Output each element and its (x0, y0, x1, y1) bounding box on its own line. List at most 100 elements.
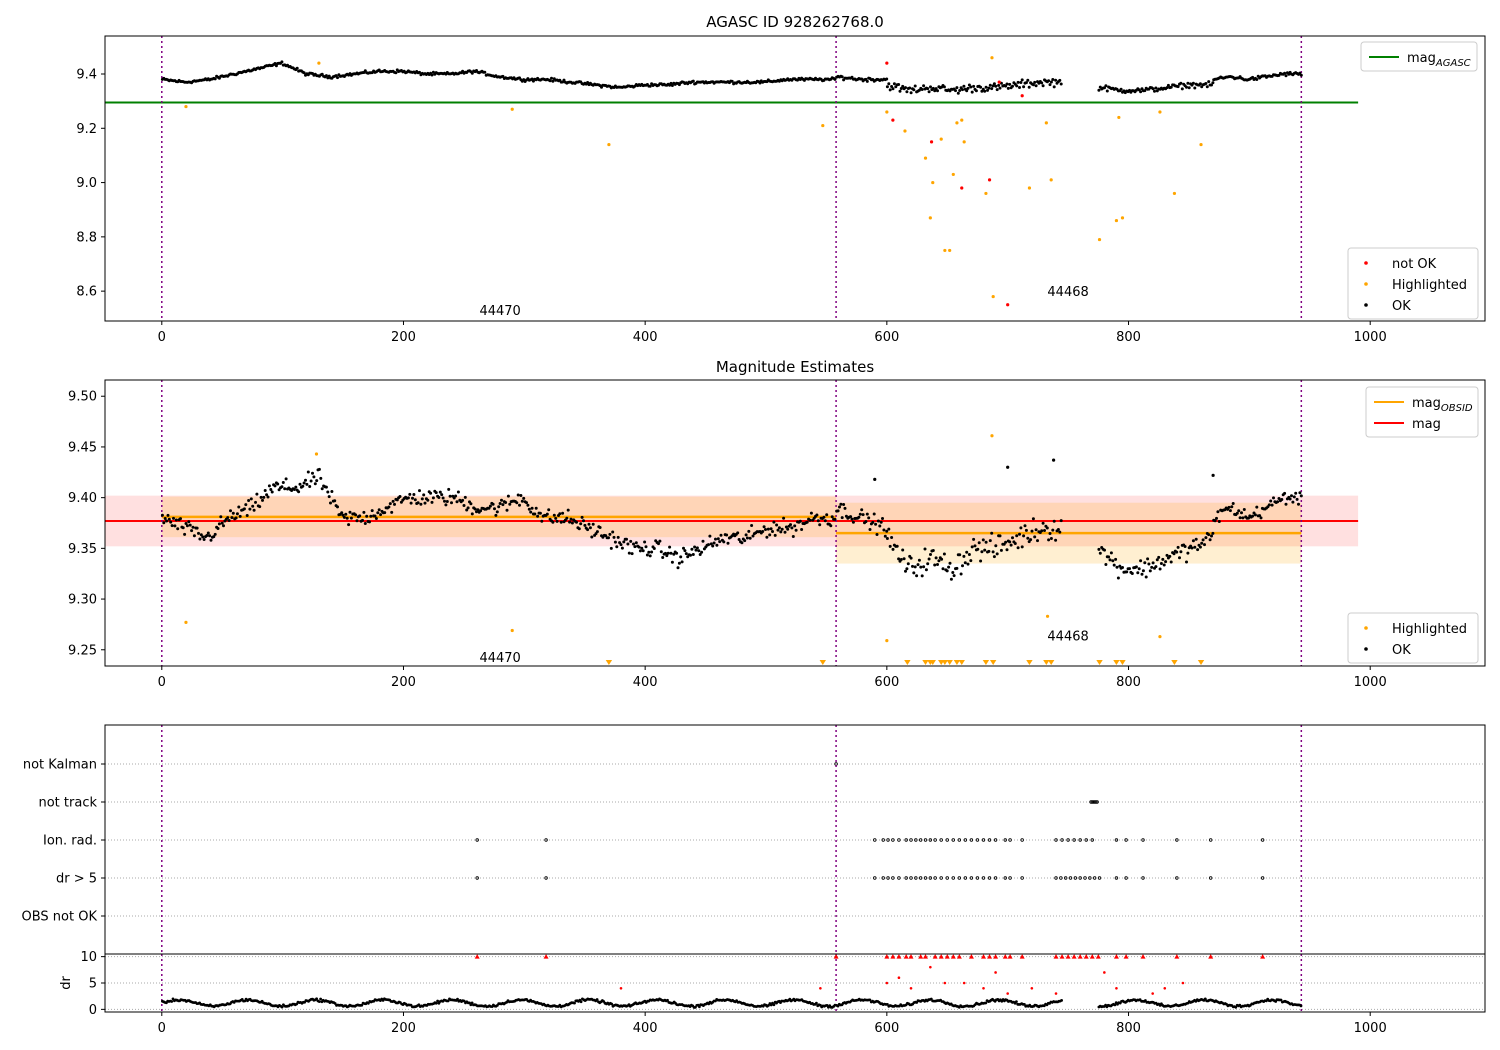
ok-point (691, 79, 695, 83)
ok-point (897, 557, 901, 561)
ok-point (1103, 548, 1106, 552)
ok-point (305, 482, 309, 486)
dr-clipped-marker (956, 954, 962, 959)
dr-clipped-marker (1123, 954, 1129, 959)
flag-point (928, 838, 933, 842)
ok-point (947, 565, 951, 569)
dr-xtick-label: 800 (1116, 1021, 1141, 1036)
ok-point (979, 85, 983, 89)
dr-point (1060, 999, 1063, 1002)
dr-point (595, 998, 599, 1001)
ok-point (1022, 85, 1026, 89)
ok-point (888, 544, 892, 548)
ok-point (744, 533, 748, 537)
ok-point (527, 507, 531, 511)
ok-point (875, 533, 879, 536)
ok-point (1041, 84, 1045, 88)
magest-xtick-label: 800 (1116, 675, 1141, 690)
ok-point (872, 512, 876, 516)
flag-point (1141, 876, 1145, 880)
dr-clipped-marker (981, 954, 987, 959)
flag-point (1208, 876, 1213, 880)
highlighted-point (984, 191, 988, 196)
ok-point (1270, 503, 1274, 507)
ok-point (672, 552, 676, 556)
ok-point (501, 503, 505, 507)
ok-point (984, 540, 988, 544)
ok-point (313, 482, 317, 486)
dr-xtick-label: 1000 (1354, 1021, 1387, 1036)
agasc-ytick-label: 8.6 (76, 285, 97, 300)
ok-point (462, 504, 466, 507)
ok-point (868, 528, 872, 531)
ok-point (682, 546, 685, 550)
ok-point (418, 489, 421, 493)
magest-ytick-label: 9.35 (68, 542, 97, 557)
ok-point (1198, 82, 1202, 86)
ok-point (805, 520, 809, 524)
magest-xtick-label: 1000 (1354, 675, 1387, 690)
ok-point (309, 479, 313, 483)
ok-point (750, 524, 754, 527)
ok-point (1058, 530, 1062, 534)
ok-point (691, 553, 695, 556)
ok-point (1140, 572, 1144, 576)
flag-point (1008, 876, 1012, 880)
ok-point (969, 559, 973, 563)
highlighted-point (903, 129, 907, 133)
dr-clipped-marker (1059, 954, 1065, 959)
ok-point (641, 549, 645, 553)
ok-point (1157, 555, 1161, 559)
ok-point (961, 88, 964, 92)
ok-point (977, 541, 981, 545)
magest-ytick-label: 9.30 (68, 593, 97, 608)
ok-point (394, 71, 398, 75)
ok-point (798, 519, 802, 523)
ok-point (986, 88, 989, 92)
ok-point (1018, 86, 1021, 89)
flag-point (975, 876, 980, 880)
ok-point (860, 508, 864, 512)
dr-point (1113, 1003, 1117, 1007)
ok-point (922, 84, 926, 88)
ok-point (833, 77, 837, 81)
ok-point (1136, 571, 1140, 575)
magest-xtick-label: 600 (874, 675, 899, 690)
ok-point (711, 544, 715, 548)
highlighted-point (1045, 614, 1050, 618)
ok-point (217, 522, 221, 526)
highlighted-below-range-marker (922, 660, 929, 665)
ok-point (1288, 497, 1292, 501)
ok-point (658, 539, 662, 543)
dr-point (456, 997, 459, 1001)
agasc-xtick-label: 200 (391, 330, 416, 345)
dr-point (317, 1000, 321, 1003)
ok-point (1179, 550, 1183, 554)
flag-point (951, 876, 956, 880)
ok-point (1104, 563, 1108, 566)
ok-point (958, 89, 962, 92)
ok-point (929, 85, 932, 89)
ok-point (190, 529, 194, 533)
ok-point (1210, 534, 1213, 538)
ok-point (185, 524, 189, 528)
ok-point (1024, 528, 1028, 532)
highlighted-point (1027, 186, 1032, 190)
dr-point (984, 1001, 988, 1005)
ok-point (1280, 498, 1284, 501)
ok-point (426, 498, 430, 502)
ok-point (267, 484, 271, 488)
ok-point (1104, 84, 1108, 88)
ok-point (216, 527, 220, 530)
ok-point (850, 517, 854, 521)
highlighted-below-range-marker (1047, 660, 1055, 665)
ok-point (281, 481, 285, 484)
ok-point (865, 79, 869, 83)
ok-point (712, 541, 716, 545)
dr-large-point (1054, 992, 1058, 995)
highlighted-point (990, 434, 994, 438)
dr-clipped-marker (993, 954, 999, 959)
dr-clipped-marker (1113, 954, 1119, 959)
magest-xtick-label: 400 (633, 675, 658, 690)
flag-point (914, 876, 918, 880)
